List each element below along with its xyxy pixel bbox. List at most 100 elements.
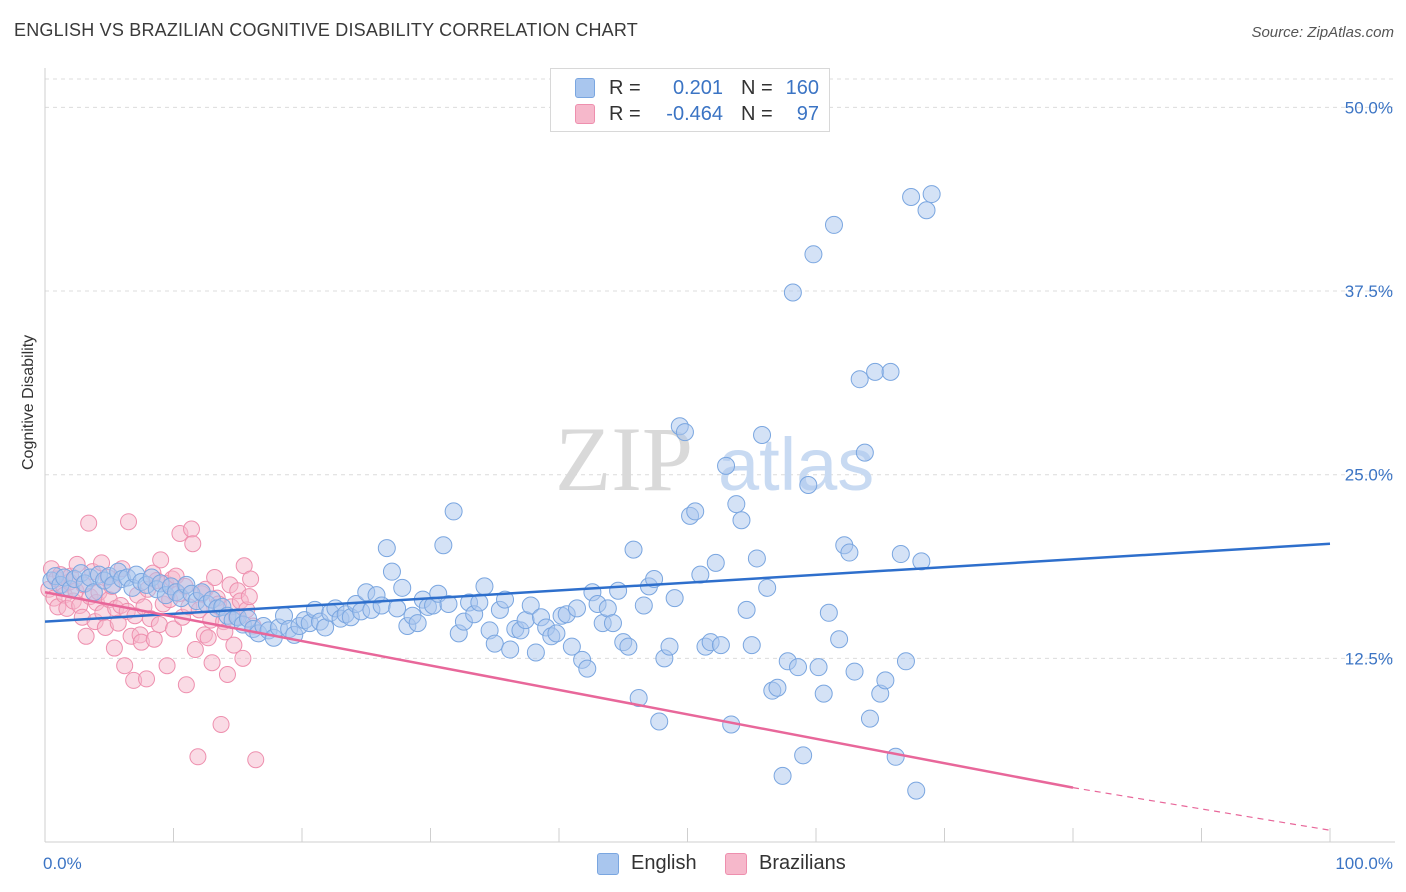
brazilians-trend-extension bbox=[1072, 787, 1331, 831]
brazilians-point bbox=[225, 636, 243, 654]
brazilians-points bbox=[40, 513, 265, 769]
english-point bbox=[609, 581, 628, 600]
english-point bbox=[855, 443, 874, 462]
english-point bbox=[686, 502, 705, 521]
english-point bbox=[578, 659, 597, 678]
legend-row-english: R = 0.201 N = 160 bbox=[575, 76, 819, 100]
english-point bbox=[567, 599, 586, 618]
series-legend: English Brazilians bbox=[0, 852, 1406, 878]
english-point bbox=[711, 636, 730, 655]
legend-row-brazilians: R = -0.464 N = 97 bbox=[575, 102, 819, 126]
english-point bbox=[789, 658, 808, 677]
english-point bbox=[501, 640, 520, 659]
brazilians-point bbox=[145, 630, 163, 648]
english-point bbox=[470, 593, 489, 612]
english-point bbox=[814, 684, 833, 703]
brazilians-point bbox=[116, 657, 134, 675]
english-legend-label: English bbox=[631, 852, 697, 874]
english-point bbox=[619, 637, 638, 656]
english-point bbox=[896, 652, 915, 671]
brazilians-r-label: R = bbox=[609, 102, 641, 125]
brazilians-r-value: -0.464 bbox=[666, 102, 723, 125]
brazilians-point bbox=[189, 748, 207, 766]
english-point bbox=[886, 747, 905, 766]
watermark-zip: ZIP bbox=[555, 408, 693, 510]
chart-title: ENGLISH VS BRAZILIAN COGNITIVE DISABILIT… bbox=[14, 20, 638, 40]
english-point bbox=[824, 215, 843, 234]
english-point bbox=[773, 766, 792, 785]
english-point bbox=[799, 475, 818, 494]
english-points bbox=[42, 185, 941, 800]
y-tick-label: 12.5% bbox=[1345, 649, 1393, 668]
english-point bbox=[439, 594, 458, 613]
brazilians-swatch bbox=[575, 104, 595, 124]
brazilians-point bbox=[158, 657, 176, 675]
english-point bbox=[727, 495, 746, 514]
english-point bbox=[372, 596, 391, 615]
english-point bbox=[922, 185, 941, 204]
english-legend-swatch bbox=[597, 852, 619, 875]
english-point bbox=[768, 678, 787, 697]
english-point bbox=[388, 599, 407, 618]
brazilians-point bbox=[206, 569, 224, 587]
english-point bbox=[521, 596, 540, 615]
english-point bbox=[377, 539, 396, 558]
english-point bbox=[891, 545, 910, 564]
english-point bbox=[562, 637, 581, 656]
brazilians-point bbox=[203, 654, 221, 672]
english-point bbox=[753, 426, 772, 445]
english-point bbox=[907, 781, 926, 800]
english-point bbox=[444, 502, 463, 521]
brazilians-point bbox=[138, 670, 156, 688]
english-point bbox=[794, 746, 813, 765]
english-r-value: 0.201 bbox=[672, 76, 723, 99]
brazilians-point bbox=[105, 639, 123, 657]
brazilians-point bbox=[182, 520, 200, 538]
brazilians-point bbox=[177, 676, 195, 694]
brazilians-legend-label: Brazilians bbox=[759, 852, 846, 874]
brazilians-point bbox=[242, 570, 260, 588]
brazilians-legend-swatch bbox=[725, 852, 747, 875]
english-point bbox=[732, 511, 751, 530]
english-point bbox=[382, 562, 401, 581]
axes bbox=[44, 68, 1395, 843]
brazilians-point bbox=[240, 588, 258, 606]
english-point bbox=[902, 188, 921, 207]
legend-item-brazilians[interactable]: Brazilians bbox=[725, 852, 846, 875]
brazilians-point bbox=[234, 649, 252, 667]
legend-item-english[interactable]: English bbox=[597, 852, 697, 875]
english-point bbox=[830, 630, 849, 649]
english-point bbox=[408, 614, 427, 633]
brazilians-point bbox=[184, 535, 202, 553]
watermark-atlas: atlas bbox=[718, 423, 874, 506]
brazilians-point bbox=[199, 629, 217, 647]
english-point bbox=[737, 600, 756, 619]
english-point bbox=[634, 596, 653, 615]
brazilians-point bbox=[150, 616, 168, 634]
brazilians-trend-line bbox=[44, 591, 1074, 789]
english-point bbox=[675, 423, 694, 442]
x-tick-label-min: 0.0% bbox=[43, 854, 82, 873]
english-point bbox=[876, 671, 895, 690]
english-point bbox=[434, 536, 453, 555]
english-point bbox=[783, 283, 802, 302]
english-point bbox=[717, 456, 736, 475]
brazilians-point bbox=[120, 513, 138, 531]
english-point bbox=[845, 662, 864, 681]
english-point bbox=[917, 201, 936, 220]
x-tick-label-max: 100.0% bbox=[1335, 854, 1393, 873]
brazilians-point bbox=[186, 641, 204, 659]
english-point bbox=[660, 637, 679, 656]
brazilians-point bbox=[109, 614, 127, 632]
english-point bbox=[758, 578, 777, 597]
tick-labels: 12.5% 25.0% 37.5% 50.0% 0.0% 100.0% bbox=[43, 98, 1393, 873]
english-point bbox=[840, 543, 859, 562]
brazilians-point bbox=[165, 620, 182, 638]
brazilians-point bbox=[80, 514, 98, 532]
english-r-label: R = bbox=[609, 76, 641, 99]
english-n-label: N = bbox=[741, 76, 773, 99]
english-point bbox=[912, 552, 931, 571]
english-point bbox=[742, 636, 761, 655]
english-point bbox=[624, 540, 643, 559]
